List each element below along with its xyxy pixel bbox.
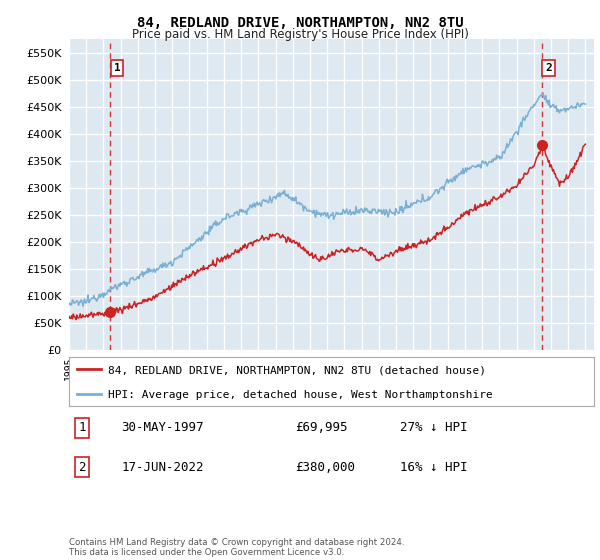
Text: 1: 1 (79, 421, 86, 435)
Text: HPI: Average price, detached house, West Northamptonshire: HPI: Average price, detached house, West… (109, 390, 493, 400)
Text: Price paid vs. HM Land Registry's House Price Index (HPI): Price paid vs. HM Land Registry's House … (131, 28, 469, 41)
Text: 30-MAY-1997: 30-MAY-1997 (121, 421, 204, 435)
Text: £69,995: £69,995 (295, 421, 347, 435)
Text: 2: 2 (79, 460, 86, 474)
Text: 27% ↓ HPI: 27% ↓ HPI (400, 421, 467, 435)
Text: 16% ↓ HPI: 16% ↓ HPI (400, 460, 467, 474)
Text: 84, REDLAND DRIVE, NORTHAMPTON, NN2 8TU (detached house): 84, REDLAND DRIVE, NORTHAMPTON, NN2 8TU … (109, 365, 487, 375)
Text: Contains HM Land Registry data © Crown copyright and database right 2024.
This d: Contains HM Land Registry data © Crown c… (69, 538, 404, 557)
Text: £380,000: £380,000 (295, 460, 355, 474)
Text: 2: 2 (545, 63, 552, 73)
Text: 17-JUN-2022: 17-JUN-2022 (121, 460, 204, 474)
Text: 84, REDLAND DRIVE, NORTHAMPTON, NN2 8TU: 84, REDLAND DRIVE, NORTHAMPTON, NN2 8TU (137, 16, 463, 30)
Text: 1: 1 (114, 63, 121, 73)
